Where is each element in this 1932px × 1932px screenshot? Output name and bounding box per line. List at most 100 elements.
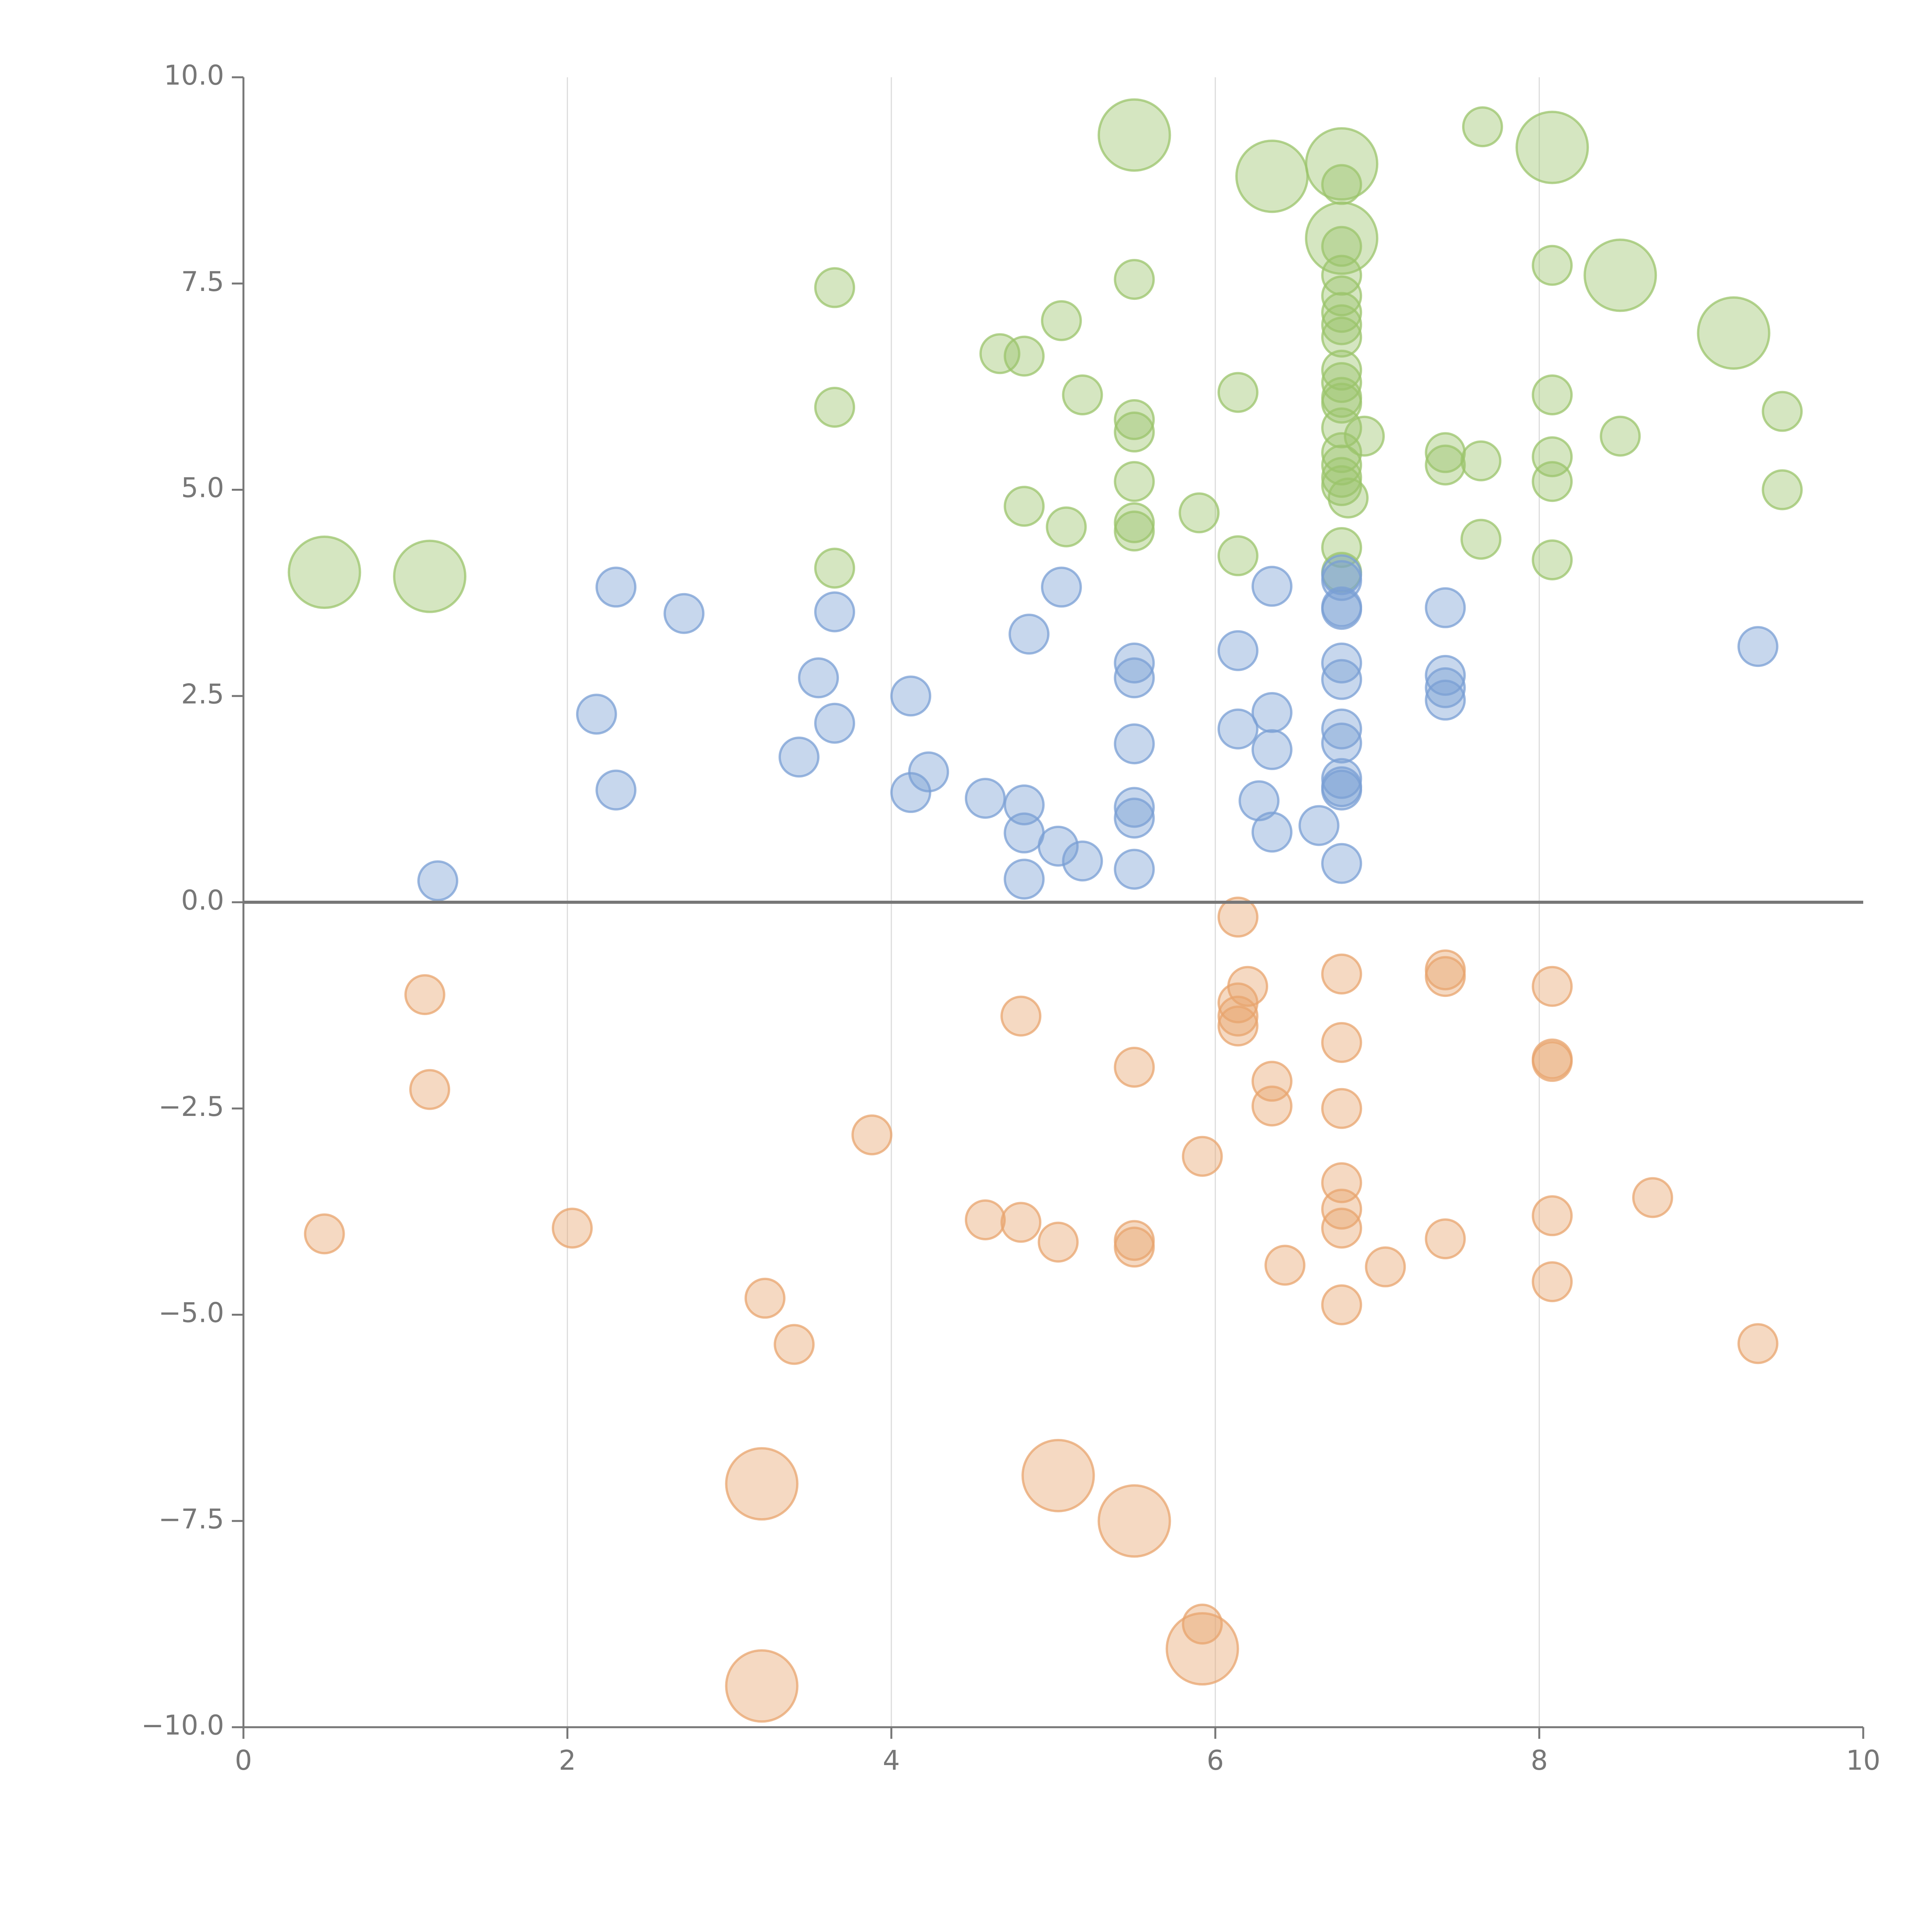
y-tick-label: −7.5 [158, 1503, 224, 1535]
y-axis: 10.0 7.5 5.0 2.5 0.0 −2.5 −5.0 −7.5 −10.0 [141, 60, 245, 1741]
bubble-blue-30 [1251, 692, 1293, 733]
bubble-orange-22 [1182, 1136, 1223, 1177]
bubble-orange-6 [1000, 995, 1042, 1037]
y-tick-label: 0.0 [181, 884, 224, 916]
bubble-green-17 [1062, 374, 1103, 415]
bubble-blue-17 [1062, 840, 1103, 882]
bubble-blue-29 [1251, 566, 1293, 607]
bubble-blue-7 [814, 702, 855, 744]
bubble-orange-9 [1217, 982, 1259, 1024]
bubble-green-58 [1762, 391, 1803, 432]
bubble-green-7 [287, 536, 361, 609]
y-tick-label: −10.0 [141, 1709, 224, 1741]
bubble-green-38 [1321, 383, 1362, 424]
bubble-blue-2 [576, 694, 617, 735]
bubble-blue-48 [1425, 667, 1466, 708]
bubble-green-41 [1321, 444, 1362, 486]
bubble-orange-46 [725, 1649, 799, 1723]
bubble-green-19 [1114, 412, 1155, 453]
bubble-green-28 [1321, 164, 1362, 205]
bubble-blue-4 [417, 860, 459, 901]
bubble-orange-11 [1217, 1005, 1259, 1047]
bubble-blue-37 [1321, 589, 1362, 630]
bubble-blue-47 [1425, 655, 1466, 696]
x-tick-label: 8 [1531, 1745, 1548, 1776]
bubble-green-10 [814, 267, 855, 308]
x-tick-label: 10 [1846, 1745, 1880, 1776]
bubble-green-12 [814, 548, 855, 589]
bubble-orange-33 [1365, 1246, 1406, 1287]
bubble-blue-13 [1003, 784, 1045, 826]
x-axis: 0 2 4 6 8 10 [235, 1726, 1881, 1776]
bubble-orange-39 [774, 1324, 815, 1365]
bubble-orange-45 [1165, 1612, 1239, 1686]
bubble-green-32 [1321, 292, 1362, 333]
bubble-green-18 [1114, 399, 1155, 440]
bubble-orange-2 [409, 1069, 451, 1110]
bubble-blue-25 [1114, 849, 1155, 890]
bubble-orange-18 [1425, 956, 1466, 997]
bubble-blue-23 [1114, 787, 1155, 828]
bubble-green-25 [1179, 492, 1220, 534]
bubble-blue-45 [1321, 843, 1362, 884]
bubble-green-14 [1041, 300, 1082, 341]
bubble-green-11 [814, 387, 855, 428]
bubble-green-1 [1235, 139, 1309, 213]
bubble-orange-16 [1321, 1088, 1362, 1129]
bubble-blue-6 [798, 657, 839, 699]
bubble-green-29 [1321, 226, 1362, 267]
bubble-orange-7 [1114, 1047, 1155, 1088]
bubble-orange-0 [1217, 896, 1259, 938]
bubble-blue-10 [890, 772, 932, 813]
bubble-blue-27 [1217, 708, 1259, 750]
bubble-green-53 [1532, 374, 1573, 415]
bubble-green-22 [1114, 510, 1155, 552]
y-tick-label: 2.5 [181, 678, 224, 710]
bubble-orange-44 [1097, 1484, 1171, 1558]
bubble-orange-5 [851, 1114, 893, 1156]
y-tick-label: −5.0 [158, 1297, 224, 1329]
y-tick-label: 7.5 [181, 266, 224, 298]
bubble-green-54 [1532, 436, 1573, 478]
bubble-green-56 [1532, 539, 1573, 580]
bubble-layer [287, 98, 1803, 1723]
bubble-blue-9 [890, 675, 932, 717]
bubble-orange-23 [964, 1199, 1006, 1240]
bubble-orange-4 [551, 1208, 593, 1249]
bubble-blue-33 [1298, 805, 1340, 846]
bubble-green-6 [1697, 296, 1770, 370]
bubble-blue-39 [1321, 659, 1362, 700]
bubble-green-45 [1344, 415, 1385, 457]
bubble-green-43 [1321, 465, 1362, 506]
bubble-green-5 [1583, 238, 1657, 312]
series-orange [304, 896, 1779, 1723]
bubble-blue-40 [1321, 708, 1362, 750]
bubble-green-49 [1425, 444, 1466, 486]
bubble-orange-36 [1532, 1261, 1573, 1303]
bubble-orange-38 [744, 1277, 786, 1319]
bubble-green-20 [1114, 461, 1155, 502]
bubble-green-52 [1532, 245, 1573, 286]
bubble-green-13 [1114, 259, 1155, 300]
bubble-blue-15 [1003, 859, 1045, 900]
bubble-blue-50 [1737, 626, 1779, 667]
bubble-orange-35 [1532, 1195, 1573, 1236]
series-blue [417, 554, 1779, 901]
x-tick-label: 4 [883, 1745, 900, 1776]
bubble-orange-13 [1251, 1085, 1293, 1127]
x-tick-label: 2 [559, 1745, 576, 1776]
bubble-orange-42 [725, 1447, 799, 1521]
bubble-blue-26 [1217, 630, 1259, 671]
bubble-orange-34 [1425, 1218, 1466, 1260]
y-tick-label: 10.0 [164, 60, 224, 91]
bubble-blue-24 [1114, 798, 1155, 839]
bubble-blue-31 [1251, 729, 1293, 770]
bubble-blue-21 [1114, 657, 1155, 699]
bubble-orange-1 [404, 974, 446, 1015]
x-tick-label: 0 [235, 1745, 252, 1776]
bubble-orange-21 [1532, 1041, 1573, 1082]
bubble-green-40 [1321, 432, 1362, 473]
bubble-green-30 [1321, 255, 1362, 296]
bubble-blue-18 [1009, 614, 1050, 655]
bubble-orange-27 [1114, 1226, 1155, 1268]
